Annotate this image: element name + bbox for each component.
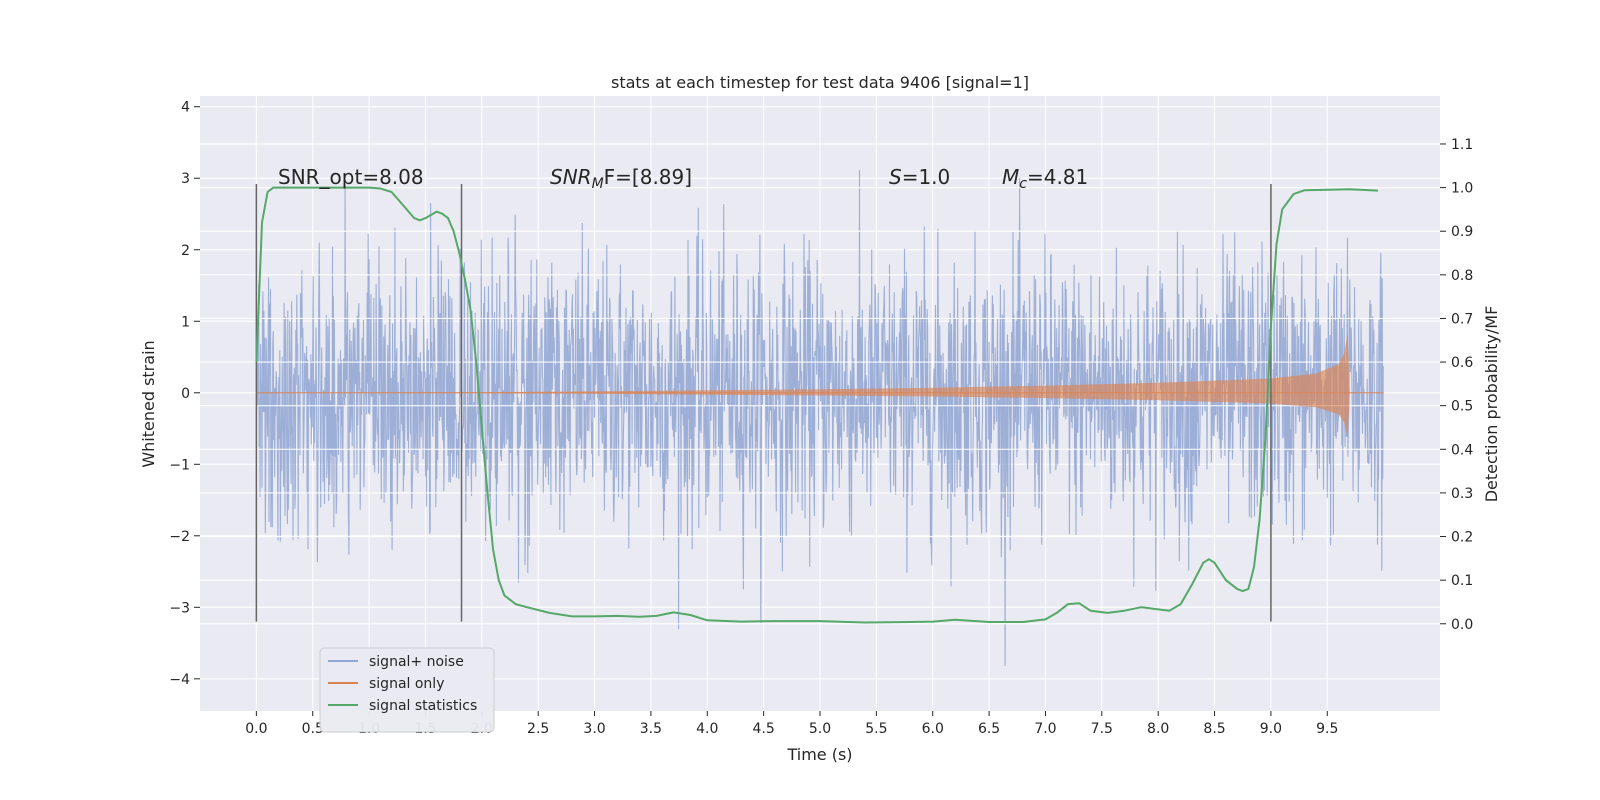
series-signal-statistics <box>255 186 1379 624</box>
x-tick-label: 5.5 <box>865 721 887 737</box>
boundary-lines <box>255 183 1272 622</box>
annotation-mc-sub: c <box>1019 176 1027 192</box>
legend-box <box>319 647 495 733</box>
y-tick-label: −3 <box>169 600 190 616</box>
y-axis-ticks: 4 3 2 1 0 −1 −2 −3 −4 <box>169 100 200 688</box>
legend-label-signal-only: signal only <box>369 676 444 692</box>
x-tick-label: 0.5 <box>302 721 324 737</box>
y-axis-label: Whitened strain <box>139 340 158 467</box>
x-tick-label: 6.0 <box>922 721 944 737</box>
y2-tick-label: 0.6 <box>1451 355 1473 371</box>
y-tick-label: −4 <box>169 672 190 688</box>
x-tick-label: 9.5 <box>1316 721 1338 737</box>
y2-tick-label: 0.8 <box>1451 268 1473 284</box>
grid-overlay <box>200 143 1440 625</box>
y-tick-label: 4 <box>181 100 190 116</box>
y2-tick-label: 0.2 <box>1451 530 1473 546</box>
x-tick-label: 7.5 <box>1091 721 1113 737</box>
annotation-mc-value: =4.81 <box>1027 165 1088 189</box>
x-tick-label: 0.0 <box>245 721 267 737</box>
y2-tick-label: 1.1 <box>1451 137 1473 153</box>
y2-tick-label: 0.7 <box>1451 311 1473 327</box>
annotation-mc: Mc=4.81 <box>1002 165 1088 192</box>
annotation-snr-mf-prefix: SNR <box>550 165 592 189</box>
y-tick-label: −1 <box>169 457 190 473</box>
chart-title: stats at each timestep for test data 940… <box>611 73 1029 92</box>
y-tick-label: 3 <box>181 171 190 187</box>
noise-trace <box>255 170 1385 667</box>
x-tick-label: 7.0 <box>1034 721 1056 737</box>
x-tick-label: 5.0 <box>809 721 831 737</box>
x-tick-label: 6.5 <box>978 721 1000 737</box>
annotation-s-value: =1.0 <box>902 165 951 189</box>
y2-tick-label: 0.3 <box>1451 486 1473 502</box>
legend-label-statistics: signal statistics <box>369 698 477 714</box>
x-tick-label: 4.5 <box>753 721 775 737</box>
y2-tick-label: 0.5 <box>1451 399 1473 415</box>
legend-label-noise: signal+ noise <box>369 654 464 670</box>
y2-tick-label: 1.0 <box>1451 181 1473 197</box>
grid <box>200 96 1440 711</box>
x-tick-label: 8.5 <box>1203 721 1225 737</box>
x-tick-label: 3.0 <box>583 721 605 737</box>
signal-only-envelope <box>256 332 1384 439</box>
y2-tick-label: 0.9 <box>1451 224 1473 240</box>
x-tick-label: 8.0 <box>1147 721 1169 737</box>
annotation-snr-mf: SNRMF=[8.89] <box>550 165 692 192</box>
annotation-snr-mf-suffix: F=[8.89] <box>604 165 692 189</box>
annotation-s: S=1.0 <box>889 165 950 189</box>
x-tick-label: 2.5 <box>527 721 549 737</box>
y-tick-label: 2 <box>181 243 190 259</box>
y2-axis-ticks: 1.1 1.0 0.9 0.8 0.7 0.6 0.5 0.4 0.3 0.2 0.1 0.0 <box>1440 137 1473 633</box>
y2-tick-label: 0.0 <box>1451 617 1473 633</box>
x-tick-label: 3.5 <box>640 721 662 737</box>
y-tick-label: 0 <box>181 386 190 402</box>
series-signal-plus-noise <box>255 170 1385 667</box>
y2-axis-label: Detection probability/MF <box>1482 306 1501 503</box>
annotation-s-sym: S <box>889 165 902 189</box>
x-axis-label: Time (s) <box>786 745 852 764</box>
annotation-snr-mf-sub: M <box>592 176 604 192</box>
x-tick-label: 4.0 <box>696 721 718 737</box>
y2-tick-label: 0.4 <box>1451 442 1473 458</box>
series-signal-only <box>256 332 1384 439</box>
y2-tick-label: 0.1 <box>1451 573 1473 589</box>
y-tick-label: 1 <box>181 314 190 330</box>
legend: signal+ noise signal only signal statist… <box>319 647 495 733</box>
annotation-snr-opt: SNR_opt=8.08 <box>278 165 424 189</box>
annotation-mc-sym: M <box>1002 165 1019 189</box>
statistics-line <box>255 186 1379 624</box>
x-tick-label: 9.0 <box>1260 721 1282 737</box>
y-tick-label: −2 <box>169 529 190 545</box>
